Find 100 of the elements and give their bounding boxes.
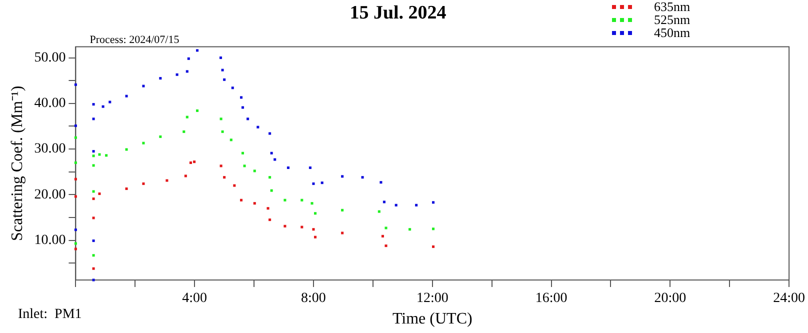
point <box>341 208 344 212</box>
point <box>92 150 95 153</box>
point <box>378 210 380 213</box>
point <box>240 198 243 202</box>
x-tick-label: 4:00 <box>182 291 208 306</box>
point <box>268 218 272 222</box>
point <box>394 204 398 206</box>
point <box>256 126 260 128</box>
point <box>74 248 77 250</box>
point <box>274 158 276 161</box>
text: Inlet: PM1 <box>18 307 82 322</box>
point <box>268 176 272 179</box>
point <box>240 96 243 99</box>
point <box>320 182 324 184</box>
point <box>98 153 101 156</box>
point <box>223 78 226 81</box>
x-tick-label: 24:00 <box>773 291 805 306</box>
point <box>221 130 224 133</box>
point <box>408 228 412 231</box>
point <box>166 179 168 182</box>
legend-label: 450nm <box>654 25 690 40</box>
point <box>159 77 162 80</box>
point <box>186 70 188 73</box>
point <box>142 142 145 144</box>
point <box>253 202 256 205</box>
x-tick-label: 16:00 <box>535 291 568 306</box>
point <box>284 198 286 202</box>
point <box>314 212 317 215</box>
point <box>92 164 95 167</box>
text: Process: 2024/07/15 <box>90 34 180 46</box>
point <box>380 181 382 184</box>
point <box>92 267 95 270</box>
point <box>189 161 192 164</box>
point <box>142 84 145 88</box>
point <box>270 189 273 192</box>
legend-label: 635nm <box>654 0 690 14</box>
point <box>220 118 222 120</box>
point <box>74 83 77 86</box>
point <box>92 216 95 220</box>
point <box>74 124 77 128</box>
x-tick-label: 20:00 <box>654 291 686 306</box>
point <box>308 166 312 170</box>
point <box>74 161 77 164</box>
point <box>74 242 77 245</box>
point <box>382 200 386 204</box>
point <box>231 86 234 90</box>
point <box>220 164 222 168</box>
point <box>125 94 128 98</box>
point <box>74 195 77 198</box>
point <box>253 170 256 172</box>
point <box>268 132 272 135</box>
point <box>270 152 273 154</box>
point <box>108 100 112 104</box>
point <box>381 234 384 238</box>
point <box>221 68 224 72</box>
point <box>312 182 315 185</box>
point <box>284 224 286 228</box>
point <box>432 245 435 248</box>
point <box>341 232 344 234</box>
x-tick-label: 12:00 <box>416 291 448 306</box>
x-axis-title: Time (UTC) <box>392 310 472 328</box>
point <box>233 184 236 187</box>
point <box>176 73 178 76</box>
point <box>243 164 246 168</box>
point <box>92 197 95 200</box>
point <box>74 178 77 180</box>
point <box>384 226 388 230</box>
point <box>341 175 344 178</box>
point <box>432 201 435 204</box>
point <box>92 278 95 282</box>
point <box>219 56 222 60</box>
point <box>300 226 304 228</box>
point <box>92 103 95 106</box>
y-tick-label: 40.00 <box>34 96 66 112</box>
point <box>432 228 435 230</box>
y-tick-label: 30.00 <box>34 142 66 157</box>
point <box>159 135 162 138</box>
legend-label: 525nm <box>654 12 690 27</box>
point <box>314 236 317 238</box>
x-tick-label: 8:00 <box>301 291 326 306</box>
point <box>125 148 128 151</box>
y-tick-label: 10.00 <box>34 232 66 248</box>
point <box>241 106 244 109</box>
point <box>92 154 95 158</box>
point <box>184 174 187 178</box>
point <box>230 138 232 142</box>
point <box>102 105 104 108</box>
point <box>310 202 314 205</box>
point <box>92 118 95 120</box>
point <box>187 57 190 60</box>
point <box>196 109 199 112</box>
chart-title: 15 Jul. 2024 <box>350 2 447 24</box>
point <box>142 182 145 185</box>
point <box>415 204 418 206</box>
point <box>312 228 315 231</box>
point <box>286 166 290 170</box>
point <box>182 130 186 133</box>
y-axis-title: Scattering Coef. (Mm⁻¹) <box>8 86 26 241</box>
point <box>92 190 95 193</box>
point <box>98 192 101 196</box>
